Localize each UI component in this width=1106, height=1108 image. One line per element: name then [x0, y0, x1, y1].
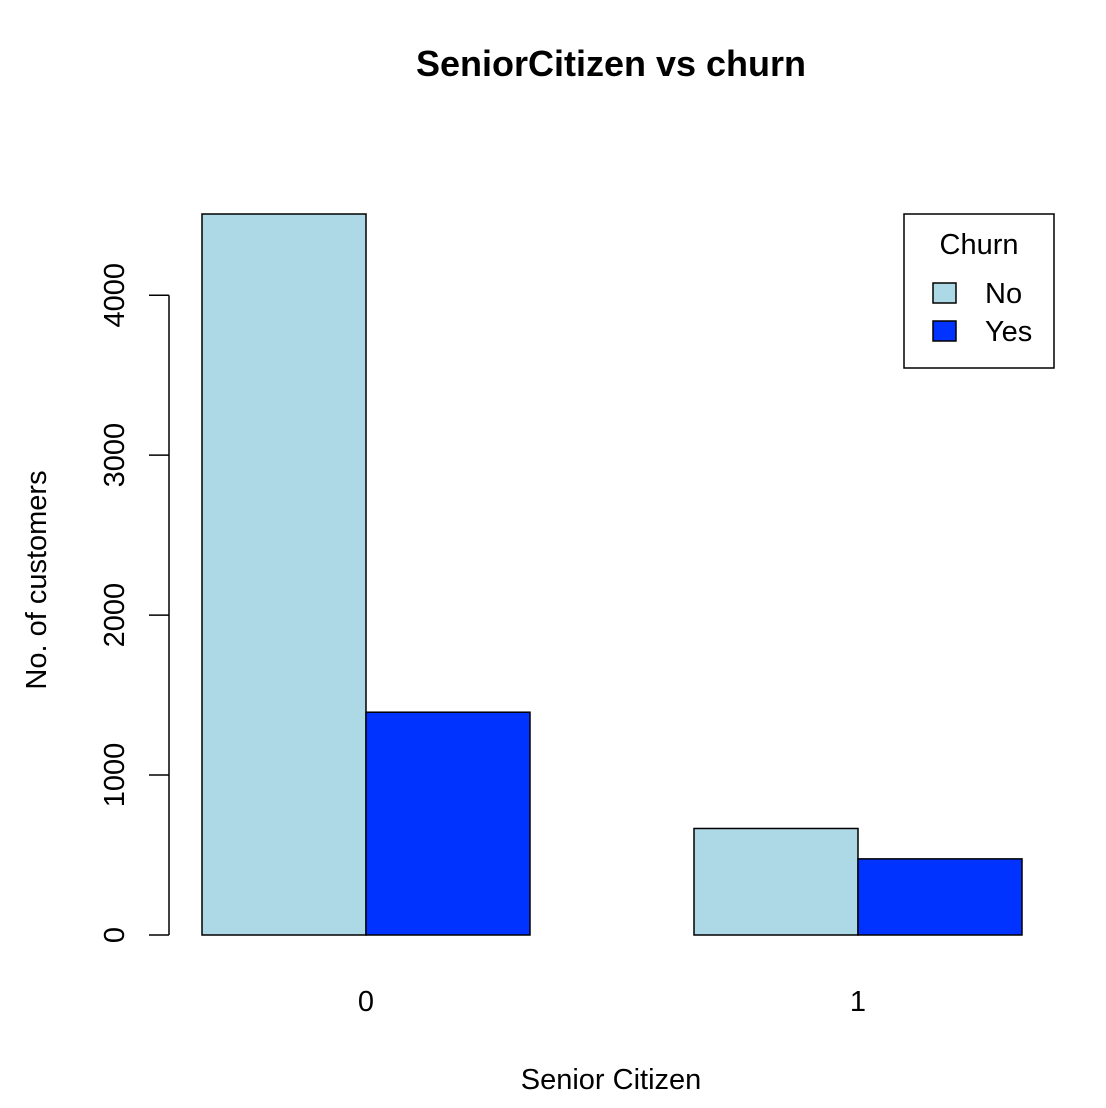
y-axis: 0 1000 2000 3000 4000 — [99, 263, 170, 943]
bar-yes-0 — [365, 711, 531, 936]
y-tick-label: 1000 — [99, 743, 131, 808]
x-tick-label: 0 — [358, 986, 374, 1018]
y-tick-label: 3000 — [99, 423, 131, 488]
y-tick-label: 2000 — [99, 583, 131, 648]
y-axis-label: No. of customers — [21, 470, 53, 689]
bar-no-0 — [201, 213, 367, 936]
legend-box — [903, 213, 1055, 369]
legend-swatch-no — [932, 282, 957, 304]
legend-label-yes: Yes — [985, 316, 1032, 348]
legend-label-no: No — [985, 278, 1022, 310]
legend-title: Churn — [940, 229, 1019, 261]
legend: Churn No Yes — [903, 213, 1055, 369]
bar-no-1 — [693, 827, 859, 936]
x-axis-label: Senior Citizen — [521, 1064, 702, 1096]
legend-swatch-yes — [932, 320, 957, 342]
y-tick-label: 4000 — [99, 263, 131, 328]
chart-title: SeniorCitizen vs churn — [416, 43, 806, 84]
y-tick-label: 0 — [99, 927, 131, 943]
bar-yes-1 — [857, 858, 1023, 936]
legend-items: No Yes — [932, 278, 1032, 348]
x-tick-label: 1 — [850, 986, 866, 1018]
bars-group — [201, 213, 1023, 936]
